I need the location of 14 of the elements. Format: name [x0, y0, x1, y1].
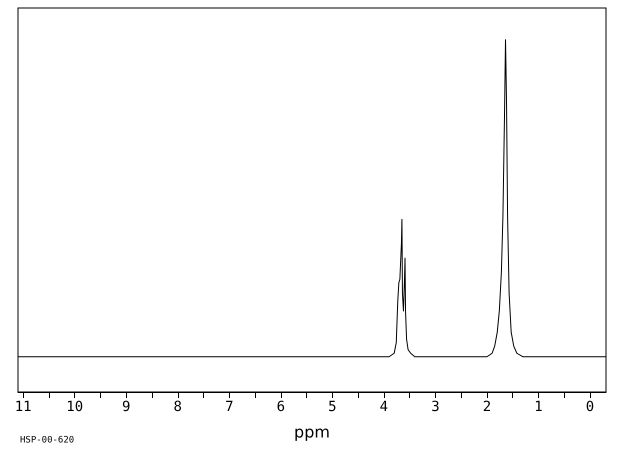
- x-tick-label: 1: [534, 399, 543, 415]
- x-axis-title: ppm: [294, 422, 330, 442]
- x-tick-label: 7: [225, 399, 234, 415]
- text: HSP-00-620: [20, 436, 74, 446]
- x-tick-label: 11: [14, 399, 32, 415]
- x-tick-label: 5: [328, 399, 337, 415]
- x-tick-label: 6: [276, 399, 286, 415]
- x-tick-label: 0: [586, 399, 594, 415]
- x-tick-label: 9: [122, 399, 130, 415]
- x-tick-label: 4: [380, 399, 388, 415]
- x-tick-label: 3: [431, 399, 440, 415]
- x-tick-label: 2: [482, 399, 492, 415]
- x-tick-label: 10: [66, 399, 84, 415]
- x-tick-label: 8: [174, 399, 182, 415]
